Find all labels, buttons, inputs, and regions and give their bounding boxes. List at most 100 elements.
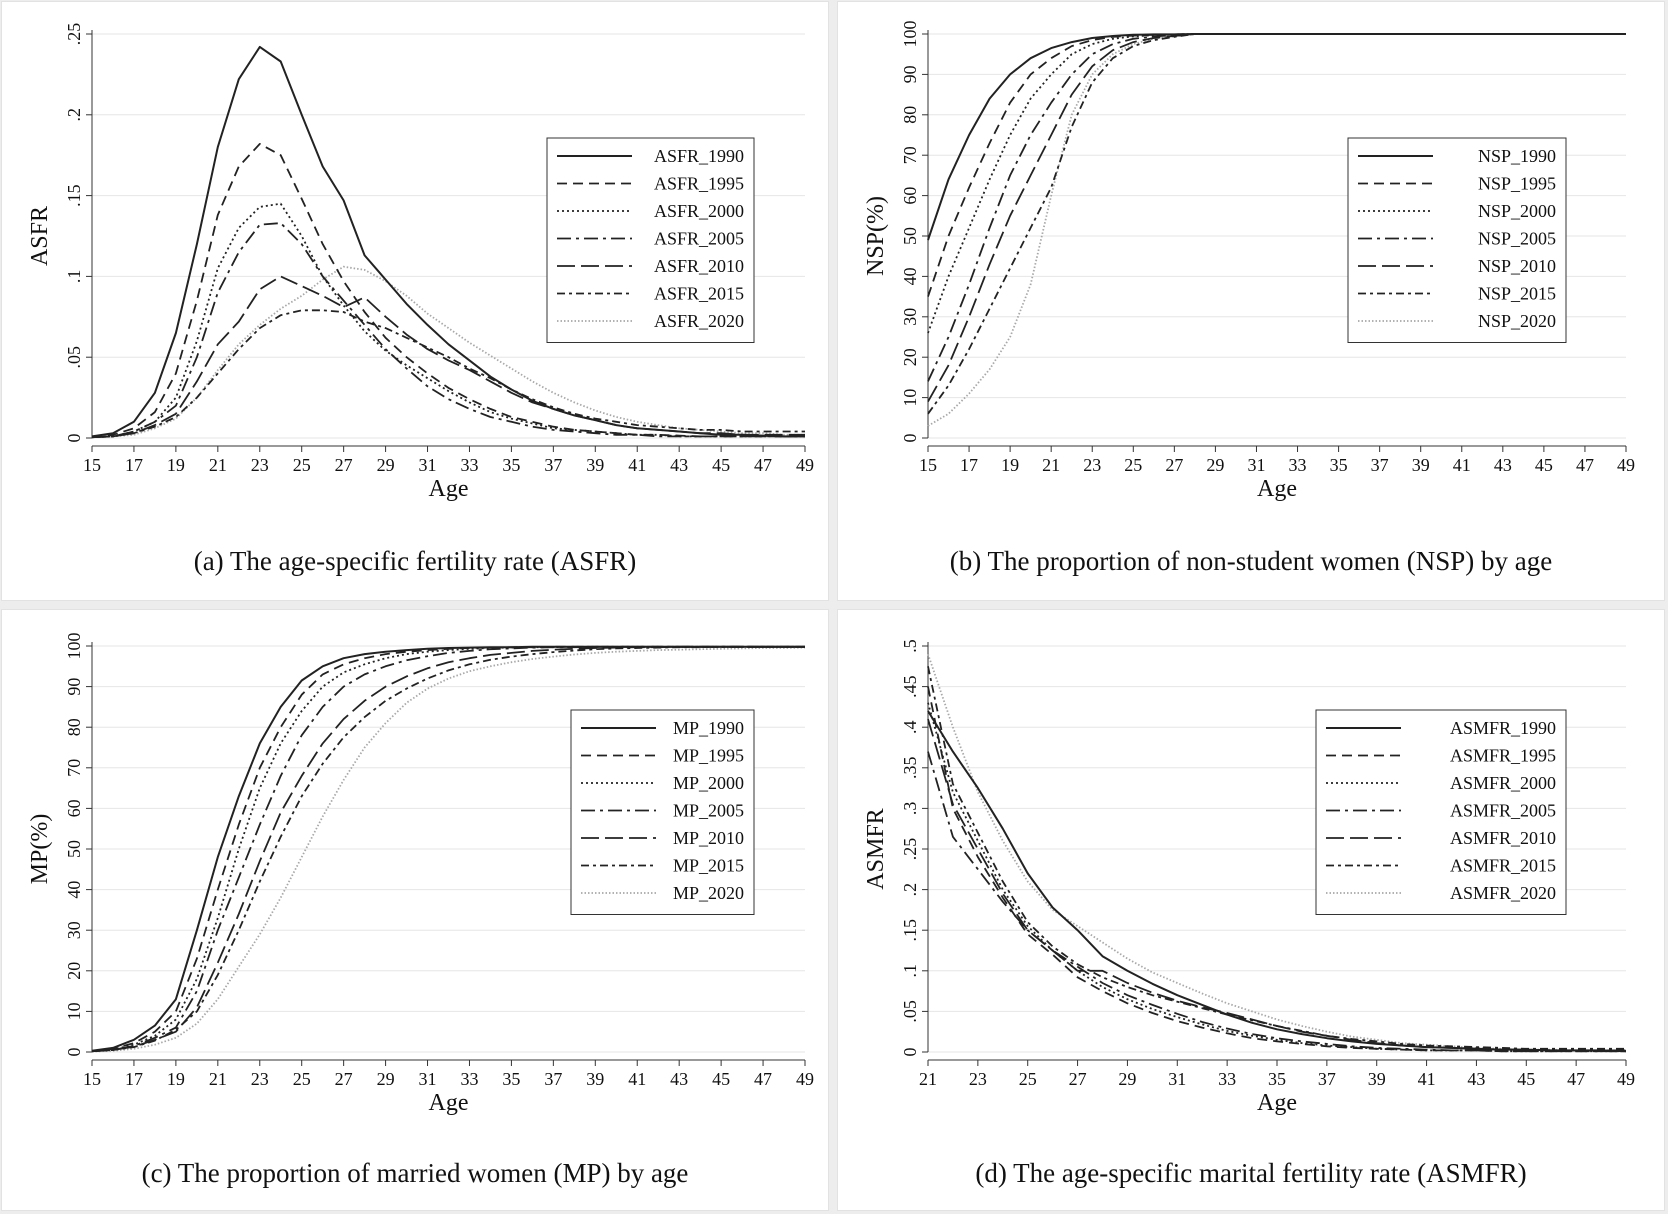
x-tick-label: 45 <box>712 1069 730 1089</box>
x-tick-label: 35 <box>502 1069 520 1089</box>
legend-label: MP_2005 <box>673 801 744 821</box>
x-axis-title: Age <box>429 1090 469 1116</box>
panel-a: 0 .05 .1 .15 .2 .25 15 17 19 21 23 25 27 29 31 33 35 37 39… <box>2 2 828 600</box>
x-tick-label: 37 <box>1318 1069 1336 1089</box>
x-tick-label: 27 <box>335 455 353 475</box>
x-tick-label: 33 <box>1289 455 1307 475</box>
y-tick-label: 40 <box>900 267 920 285</box>
legend-label: ASMFR_2020 <box>1450 883 1556 903</box>
panel-d: 0 .05 .1 .15 .2 .25 .3 .35 .4 .45 .5 21 23 25 27 29 31 33… <box>838 610 1664 1210</box>
y-tick-label: 60 <box>64 799 84 817</box>
x-tick-label: 43 <box>670 455 688 475</box>
y-tick-label: 100 <box>64 633 84 660</box>
x-tick-label: 45 <box>1517 1069 1535 1089</box>
legend-label: ASMFR_2000 <box>1450 773 1556 793</box>
legend-label: NSP_2000 <box>1478 201 1556 221</box>
y-tick-label: 40 <box>64 881 84 899</box>
y-tick-label: 10 <box>64 1002 84 1020</box>
y-tick-label: .5 <box>900 639 920 653</box>
x-tick-label: 29 <box>377 1069 395 1089</box>
y-tick-label: .3 <box>900 802 920 816</box>
series-line-asmfr-2005 <box>927 751 1626 1053</box>
x-axis-title: Age <box>429 476 469 502</box>
legend-label: ASFR_1990 <box>654 146 744 166</box>
legend-label: ASFR_2015 <box>654 284 744 304</box>
y-tick-label: 20 <box>900 348 920 366</box>
series-line-asmfr-2000 <box>927 702 1626 1053</box>
x-tick-label: 29 <box>1206 455 1224 475</box>
x-tick-label: 37 <box>1371 455 1389 475</box>
y-tick-label: .2 <box>900 883 920 897</box>
y-tick-label: .15 <box>900 919 920 942</box>
x-tick-label: 29 <box>1118 1069 1136 1089</box>
y-tick-label: .25 <box>64 23 84 46</box>
y-tick-label: .25 <box>900 838 920 861</box>
x-tick-label: 41 <box>628 1069 646 1089</box>
legend-label: ASMFR_2005 <box>1450 801 1556 821</box>
x-tick-label: 19 <box>1001 455 1019 475</box>
x-tick-label: 17 <box>125 1069 143 1089</box>
x-tick-label: 15 <box>919 455 937 475</box>
caption-a: (a) The age-specific fertility rate (ASF… <box>193 546 637 576</box>
y-tick-label: 50 <box>900 227 920 245</box>
y-axis-title: ASFR <box>27 206 53 266</box>
y-tick-label: 60 <box>900 187 920 205</box>
x-tick-label: 47 <box>754 455 772 475</box>
x-tick-label: 25 <box>1019 1069 1037 1089</box>
y-tick-label: 90 <box>900 65 920 83</box>
x-tick-label: 23 <box>251 1069 269 1089</box>
legend-label: ASFR_2010 <box>654 256 744 276</box>
x-tick-label: 43 <box>1467 1069 1485 1089</box>
asmfr-chart: 0 .05 .1 .15 .2 .25 .3 .35 .4 .45 .5 21 23 25 27 29 31 33… <box>863 639 1635 1116</box>
legend-label: NSP_2010 <box>1478 256 1556 276</box>
caption-c: (c) The proportion of married women (MP)… <box>141 1158 689 1188</box>
x-tick-label: 25 <box>293 455 311 475</box>
series-line-asmfr-1990 <box>927 710 1627 1053</box>
x-tick-label: 21 <box>919 1069 937 1089</box>
y-tick-label: 70 <box>64 759 84 777</box>
series-line-asfr-2015 <box>91 309 805 439</box>
series-line-asmfr-1995 <box>927 686 1626 1053</box>
x-tick-label: 21 <box>209 455 227 475</box>
x-tick-label: 43 <box>1494 455 1512 475</box>
series-line-asfr-2005 <box>91 222 805 439</box>
x-tick-label: 17 <box>125 455 143 475</box>
x-tick-label: 39 <box>1412 455 1430 475</box>
series-line-mp-1990 <box>91 645 805 1052</box>
x-tick-label: 35 <box>1330 455 1348 475</box>
x-tick-label: 45 <box>712 455 730 475</box>
x-tick-label: 41 <box>1453 455 1471 475</box>
x-tick-label: 35 <box>1268 1069 1286 1089</box>
y-tick-label: 80 <box>64 718 84 736</box>
y-tick-label: 80 <box>900 106 920 124</box>
x-tick-label: 33 <box>1218 1069 1236 1089</box>
y-tick-label: 100 <box>900 21 920 48</box>
legend-label: ASMFR_2015 <box>1450 856 1556 876</box>
x-tick-label: 37 <box>544 1069 562 1089</box>
legend-label: ASFR_1995 <box>654 174 744 194</box>
x-tick-label: 37 <box>544 455 562 475</box>
y-tick-label: 0 <box>64 1048 84 1057</box>
x-tick-label: 19 <box>167 455 185 475</box>
y-axis-title: MP(%) <box>27 814 53 885</box>
x-tick-label: 47 <box>1567 1069 1585 1089</box>
y-tick-label: 20 <box>64 962 84 980</box>
x-tick-label: 15 <box>83 455 101 475</box>
y-axis-title: ASMFR <box>863 808 889 889</box>
x-tick-label: 49 <box>796 1069 814 1089</box>
asfr-chart: 0 .05 .1 .15 .2 .25 15 17 19 21 23 25 27 29 31 33 35 37 39… <box>27 23 814 502</box>
y-tick-label: .1 <box>64 270 84 284</box>
series-line-asfr-2020 <box>91 265 805 439</box>
y-tick-label: 50 <box>64 840 84 858</box>
y-tick-label: 30 <box>900 308 920 326</box>
x-tick-label: 41 <box>628 455 646 475</box>
y-tick-label: .1 <box>900 964 920 978</box>
x-tick-label: 39 <box>1368 1069 1386 1089</box>
y-tick-label: .15 <box>64 184 84 207</box>
caption-b: (b) The proportion of non-student women … <box>949 546 1553 576</box>
x-tick-label: 17 <box>960 455 978 475</box>
legend-label: MP_2000 <box>673 773 744 793</box>
x-tick-label: 45 <box>1535 455 1553 475</box>
y-tick-label: 0 <box>900 1048 920 1057</box>
